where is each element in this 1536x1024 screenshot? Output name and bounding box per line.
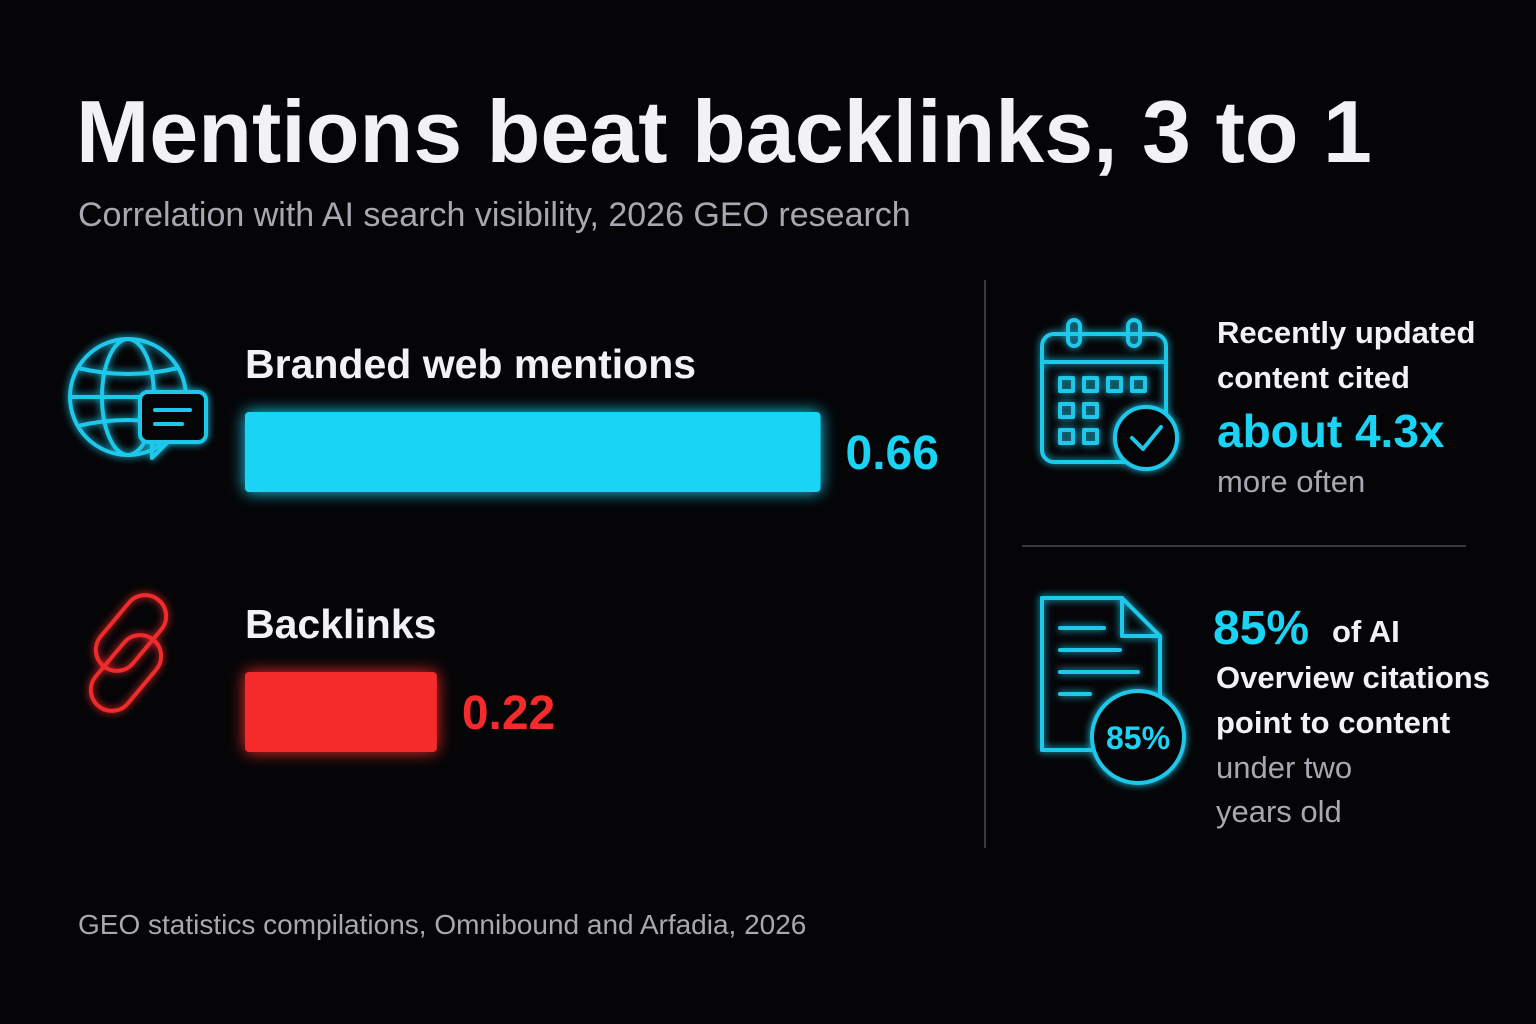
stat-highlight: 85% xyxy=(1213,602,1309,655)
stat-text: point to content xyxy=(1216,705,1450,740)
bar xyxy=(245,412,821,492)
stat-text: Overview citations xyxy=(1216,660,1490,695)
category-label: Branded web mentions xyxy=(245,341,696,387)
value-label: 0.66 xyxy=(846,427,939,480)
badge-label: 85% xyxy=(1106,720,1170,756)
stat-text: more often xyxy=(1217,464,1365,499)
stat-text: content cited xyxy=(1217,360,1410,395)
stat-text: under two xyxy=(1216,750,1352,785)
stat-text: years old xyxy=(1216,794,1342,829)
document-icon xyxy=(1040,596,1186,785)
chart-subtitle: Correlation with AI search visibility, 2… xyxy=(78,196,911,234)
stat-highlight: about 4.3x xyxy=(1217,405,1445,457)
stat-text: of AI xyxy=(1332,614,1400,649)
globe-icon xyxy=(68,337,208,460)
stat-text: Recently updated xyxy=(1217,315,1475,350)
calendar-icon xyxy=(1040,318,1179,471)
value-label: 0.22 xyxy=(462,687,555,740)
bar xyxy=(245,672,437,752)
category-label: Backlinks xyxy=(245,601,436,647)
link-icon xyxy=(88,593,169,713)
source-note: GEO statistics compilations, Omnibound a… xyxy=(78,909,806,940)
chart-title: Mentions beat backlinks, 3 to 1 xyxy=(76,82,1372,181)
